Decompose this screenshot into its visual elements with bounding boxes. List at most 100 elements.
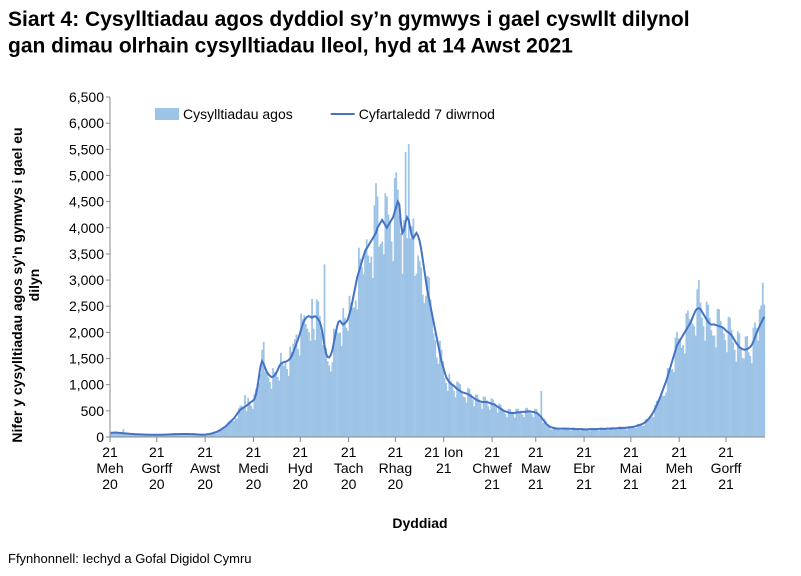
- bar: [251, 408, 254, 437]
- bar: [113, 432, 115, 437]
- y-tick-label: 3,000: [69, 272, 104, 288]
- bar: [487, 406, 490, 437]
- bar: [496, 412, 499, 437]
- bar: [445, 383, 448, 437]
- bar: [754, 322, 756, 437]
- bar: [404, 151, 407, 437]
- bar: [205, 434, 207, 437]
- bar: [562, 427, 565, 437]
- bar: [212, 432, 215, 437]
- x-axis-title: Dyddiad: [392, 515, 447, 531]
- bar: [230, 420, 232, 437]
- bar: [425, 295, 427, 437]
- bar: [697, 280, 700, 437]
- bar: [328, 365, 331, 437]
- bar: [758, 309, 761, 437]
- y-tick-label: 2,500: [69, 298, 104, 314]
- bar: [570, 430, 572, 437]
- bar: [306, 328, 309, 437]
- bar: [668, 368, 671, 437]
- bar: [270, 388, 273, 437]
- bar: [602, 428, 605, 437]
- bar: [148, 434, 151, 437]
- bar: [566, 429, 569, 437]
- bar: [276, 376, 279, 437]
- bar: [384, 193, 387, 437]
- bar: [439, 340, 441, 437]
- bar: [286, 369, 288, 437]
- bar: [490, 398, 493, 437]
- bar: [540, 390, 543, 437]
- bar: [382, 254, 385, 437]
- bar: [130, 433, 133, 437]
- bar: [526, 407, 529, 437]
- bar: [242, 408, 245, 437]
- bar: [261, 349, 264, 437]
- bar: [510, 411, 513, 437]
- bar: [571, 427, 574, 437]
- bar: [648, 418, 650, 437]
- bar: [532, 417, 535, 437]
- x-tick-label: 21 Gorff 21: [711, 444, 742, 492]
- bar: [666, 367, 669, 437]
- bar: [693, 326, 696, 437]
- bar: [284, 361, 287, 437]
- bar: [605, 429, 608, 437]
- bar: [749, 355, 752, 437]
- bar: [195, 434, 198, 437]
- bar: [290, 351, 293, 437]
- bar: [741, 358, 744, 437]
- bar: [576, 429, 579, 437]
- bar: [474, 394, 477, 437]
- bar: [183, 434, 186, 437]
- bar: [529, 412, 532, 437]
- bar: [482, 396, 485, 437]
- bar: [191, 434, 193, 437]
- bar: [139, 433, 142, 437]
- bar: [217, 430, 220, 437]
- bar: [357, 247, 360, 437]
- bar: [398, 215, 401, 437]
- bar: [343, 317, 346, 437]
- bar: [308, 332, 310, 437]
- bar: [170, 434, 173, 437]
- bar: [643, 425, 646, 437]
- bar: [624, 428, 627, 437]
- bar: [543, 418, 546, 437]
- x-tick-label: 21 Ion 21: [424, 444, 463, 476]
- bar: [579, 430, 582, 437]
- bar: [718, 309, 720, 437]
- bar: [669, 370, 672, 437]
- bar: [264, 371, 267, 437]
- bar: [479, 403, 482, 437]
- x-tick-label: 21 Hyd 20: [288, 444, 313, 492]
- bar: [340, 345, 343, 437]
- bar: [166, 434, 168, 437]
- bar: [485, 400, 488, 437]
- x-tick-label: 21 Ebr 21: [573, 444, 595, 492]
- bar: [172, 434, 175, 437]
- bar: [119, 432, 122, 437]
- bar: [365, 239, 368, 437]
- bar: [181, 434, 184, 437]
- bar: [591, 428, 594, 437]
- bar: [546, 424, 549, 437]
- bar: [538, 417, 541, 437]
- bar: [364, 251, 366, 437]
- y-tick-label: 4,500: [69, 194, 104, 210]
- bar: [531, 414, 533, 437]
- bar: [421, 294, 424, 437]
- bar: [250, 405, 253, 437]
- bar: [738, 333, 741, 437]
- bar: [198, 434, 201, 437]
- bar: [719, 320, 722, 437]
- bar: [537, 412, 540, 437]
- bar: [211, 433, 214, 437]
- x-tick-label: 21 Rhag 20: [379, 444, 412, 492]
- bar: [206, 433, 209, 437]
- bar: [381, 241, 384, 437]
- bar: [672, 372, 675, 437]
- y-tick-label: 5,500: [69, 141, 104, 157]
- bar: [705, 301, 708, 437]
- x-tick-label: 21 Meh 20: [96, 444, 123, 492]
